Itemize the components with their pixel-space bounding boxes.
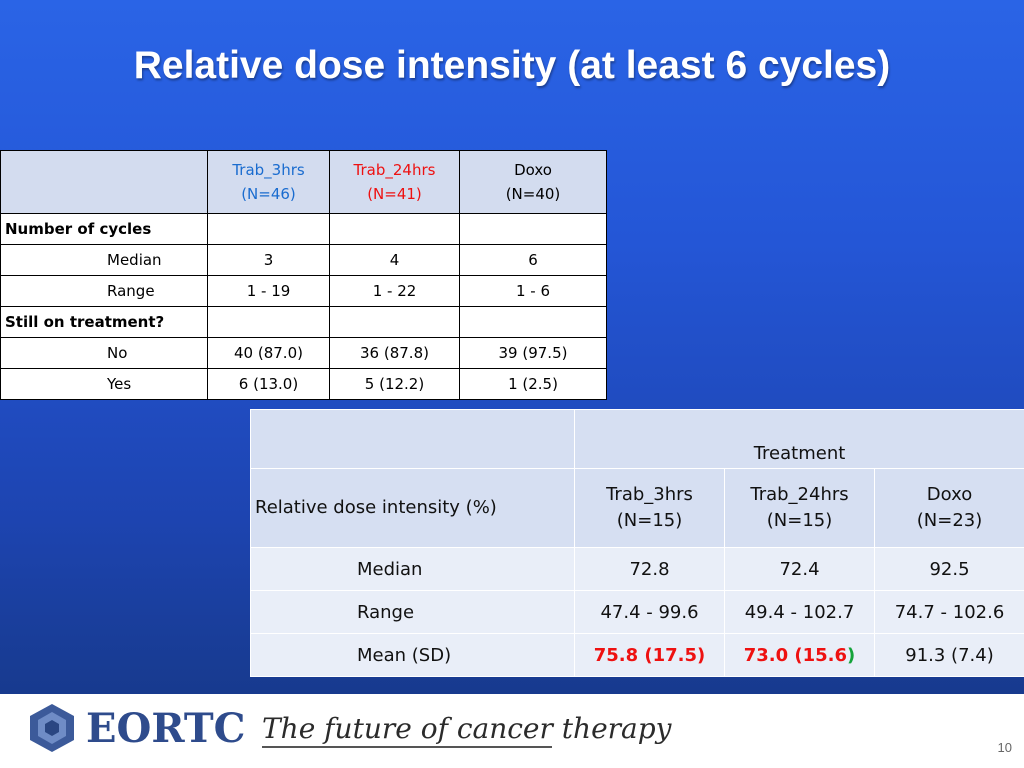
row-label: Yes	[0, 368, 208, 400]
treatment-group-header: Treatment	[574, 409, 1024, 469]
table-corner-cell	[250, 409, 575, 469]
header-trab-3hrs: Trab_3hrs (N=46)	[207, 150, 330, 214]
table-row: Range 1 - 19 1 - 22 1 - 6	[0, 275, 607, 307]
table-cell: 47.4 - 99.6	[574, 590, 725, 634]
table-cell: 92.5	[874, 547, 1024, 591]
section-row: Still on treatment?	[0, 306, 607, 338]
table-cell	[329, 306, 460, 338]
header-line: (N=15)	[766, 510, 833, 531]
header-line: Doxo	[514, 161, 552, 179]
table-cell	[207, 306, 330, 338]
table-cell: 1 - 22	[329, 275, 460, 307]
table-cell: 75.8 (17.5)	[574, 633, 725, 677]
table-cell: 72.4	[724, 547, 875, 591]
header-line: (N=46)	[241, 185, 296, 203]
table-cell: 40 (87.0)	[207, 337, 330, 369]
header-line: (N=23)	[916, 510, 983, 531]
header-line: Trab_24hrs	[353, 161, 436, 179]
table-cell: 5 (12.2)	[329, 368, 460, 400]
table-cell	[459, 306, 607, 338]
table-corner-cell	[0, 150, 208, 214]
header-trab-3hrs: Trab_3hrs (N=15)	[574, 468, 725, 548]
table-row: No 40 (87.0) 36 (87.8) 39 (97.5)	[0, 337, 607, 369]
table-cell: 91.3 (7.4)	[874, 633, 1024, 677]
table-group-header-row: Treatment	[250, 409, 1024, 469]
table-cell: 6 (13.0)	[207, 368, 330, 400]
table-cell	[459, 213, 607, 245]
table-row: Range 47.4 - 99.6 49.4 - 102.7 74.7 - 10…	[250, 590, 1024, 634]
dose-intensity-table: Treatment Relative dose intensity (%) Tr…	[250, 409, 1024, 677]
header-doxo: Doxo (N=23)	[874, 468, 1024, 548]
table-cell: 6	[459, 244, 607, 276]
table-cell: 36 (87.8)	[329, 337, 460, 369]
table-cell: 72.8	[574, 547, 725, 591]
header-doxo: Doxo (N=40)	[459, 150, 607, 214]
header-line: Trab_24hrs	[750, 484, 849, 505]
cell-closing-paren: )	[847, 644, 856, 666]
table-row: Yes 6 (13.0) 5 (12.2) 1 (2.5)	[0, 368, 607, 400]
eortc-logo: EORTC	[26, 702, 245, 754]
cycles-table: Trab_3hrs (N=46) Trab_24hrs (N=41) Doxo …	[0, 150, 607, 400]
table-cell: 73.0 (15.6)	[724, 633, 875, 677]
row-label: No	[0, 337, 208, 369]
table-cell: 4	[329, 244, 460, 276]
table-header-row: Relative dose intensity (%) Trab_3hrs (N…	[250, 468, 1024, 548]
table-row: Median 72.8 72.4 92.5	[250, 547, 1024, 591]
table-cell: 1 - 19	[207, 275, 330, 307]
table-cell: 3	[207, 244, 330, 276]
row-label: Median	[0, 244, 208, 276]
table-cell: 49.4 - 102.7	[724, 590, 875, 634]
table-header-row: Trab_3hrs (N=46) Trab_24hrs (N=41) Doxo …	[0, 150, 607, 214]
tagline: The future of cancer therapy	[262, 712, 672, 745]
eortc-logo-icon	[30, 704, 74, 752]
table-cell	[207, 213, 330, 245]
header-trab-24hrs: Trab_24hrs (N=15)	[724, 468, 875, 548]
tagline-underline	[262, 746, 552, 748]
header-line: (N=40)	[505, 185, 561, 203]
header-line: Trab_3hrs	[232, 161, 305, 179]
header-line: Doxo	[926, 484, 973, 505]
table-cell: 74.7 - 102.6	[874, 590, 1024, 634]
row-label: Range	[250, 590, 575, 634]
section-label: Still on treatment?	[0, 306, 208, 338]
cell-value: 73.0 (15.6	[743, 644, 848, 666]
slide-title: Relative dose intensity (at least 6 cycl…	[133, 44, 891, 87]
table-row: Median 3 4 6	[0, 244, 607, 276]
header-line: (N=15)	[616, 510, 683, 531]
row-label: Median	[250, 547, 575, 591]
row-label: Range	[0, 275, 208, 307]
header-line: (N=41)	[367, 185, 422, 203]
section-row: Number of cycles	[0, 213, 607, 245]
table-cell	[329, 213, 460, 245]
logo-text: EORTC	[86, 704, 246, 752]
page-number: 10	[997, 740, 1012, 755]
table-cell: 39 (97.5)	[459, 337, 607, 369]
row-header-label: Relative dose intensity (%)	[250, 468, 575, 548]
row-label: Mean (SD)	[250, 633, 575, 677]
table-cell: 1 - 6	[459, 275, 607, 307]
header-line: Trab_3hrs	[606, 484, 693, 505]
section-label: Number of cycles	[0, 213, 208, 245]
table-row: Mean (SD) 75.8 (17.5) 73.0 (15.6) 91.3 (…	[250, 633, 1024, 677]
table-cell: 1 (2.5)	[459, 368, 607, 400]
header-trab-24hrs: Trab_24hrs (N=41)	[329, 150, 460, 214]
